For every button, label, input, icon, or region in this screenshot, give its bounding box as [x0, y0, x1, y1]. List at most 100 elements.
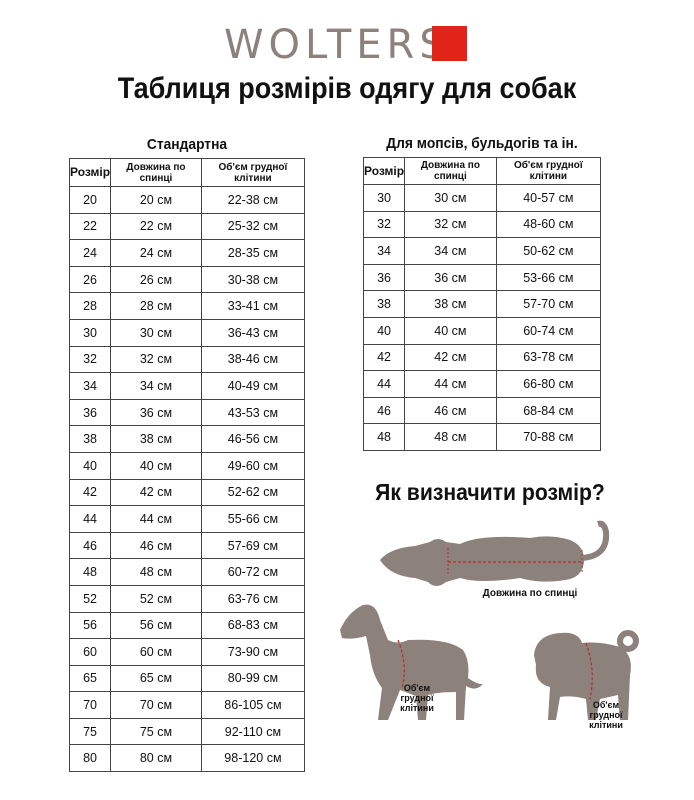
table-cell: 40-49 см	[200, 372, 306, 400]
table-row: 38 38 см 57-70 см	[362, 290, 602, 318]
table-cell: 34 см	[110, 372, 202, 400]
pug-chest-line	[585, 642, 593, 700]
table-cell: 56	[68, 611, 112, 640]
table-header-row: Розмір Довжина по спинці Об'єм грудної клі…	[68, 158, 306, 187]
table-cell: 48	[362, 423, 406, 451]
table-cell: 20 см	[110, 186, 202, 214]
table-cell: 70	[68, 691, 112, 719]
table-row: 26 26 см 30-38 см	[68, 265, 306, 294]
table-cell: 42	[68, 478, 112, 507]
table-cell: 36-43 см	[200, 318, 306, 347]
table-cell: 56 см	[110, 611, 202, 640]
table-cell: 25-32 см	[200, 212, 306, 241]
table-cell: 22	[68, 212, 112, 241]
table-cell: 75 см	[110, 717, 202, 746]
chest-line	[397, 639, 405, 689]
table-cell: 55-66 см	[200, 505, 306, 533]
table-cell: 38	[68, 425, 112, 453]
table-cell: 44 см	[110, 505, 202, 533]
table-cell: 46 см	[110, 531, 202, 560]
table-row: 48 48 см 70-88 см	[362, 423, 602, 451]
table-cell: 24	[68, 239, 112, 267]
column-header: Довжина по спинці	[404, 157, 497, 185]
table-cell: 60 см	[110, 638, 202, 666]
table-row: 40 40 см 49-60 см	[68, 451, 306, 480]
table-cell: 42 см	[404, 343, 497, 372]
table-cell: 28	[68, 292, 112, 320]
table-cell: 50-62 см	[495, 237, 602, 265]
table-cell: 48 см	[110, 558, 202, 586]
table-row: 56 56 см 68-83 см	[68, 611, 306, 640]
table-cell: 66-80 см	[495, 370, 602, 398]
standard-size-table: Розмір Довжина по спинці Об'єм грудної клі…	[68, 158, 306, 773]
table-cell: 40 см	[110, 451, 202, 480]
table-cell: 36 см	[110, 398, 202, 427]
table-row: 48 48 см 60-72 см	[68, 558, 306, 586]
table-row: 44 44 см 66-80 см	[362, 370, 602, 398]
table-row: 46 46 см 68-84 см	[362, 396, 602, 425]
column-header: Довжина по спинці	[110, 158, 202, 187]
table-cell: 30	[362, 184, 406, 212]
table-cell: 30 см	[404, 184, 497, 212]
table-cell: 52-62 см	[200, 478, 306, 507]
table-cell: 26	[68, 265, 112, 294]
table-cell: 43-53 см	[200, 398, 306, 427]
table-cell: 46-56 см	[200, 425, 306, 453]
table-cell: 68-84 см	[495, 396, 602, 425]
dog-side-illustration	[340, 604, 483, 720]
pug-silhouette	[534, 632, 631, 720]
table-cell: 42 см	[110, 478, 202, 507]
logo-square	[432, 26, 467, 61]
dog-side-silhouette	[340, 604, 483, 720]
table-cell: 34	[362, 237, 406, 265]
table-cell: 46	[68, 531, 112, 560]
table-cell: 48 см	[404, 423, 497, 451]
table-cell: 44	[362, 370, 406, 398]
table-cell: 33-41 см	[200, 292, 306, 320]
table-row: 40 40 см 60-74 см	[362, 316, 602, 345]
table-cell: 26 см	[110, 265, 202, 294]
table-cell: 65 см	[110, 664, 202, 693]
table-cell: 44 см	[404, 370, 497, 398]
table-cell: 40	[68, 451, 112, 480]
column-header: Об'єм грудної клітини	[200, 158, 306, 187]
table-cell: 38-46 см	[200, 345, 306, 374]
table-cell: 60	[68, 638, 112, 666]
table-row: 60 60 см 73-90 см	[68, 638, 306, 666]
table-cell: 38	[362, 290, 406, 318]
table-row: 34 34 см 40-49 см	[68, 372, 306, 400]
table-row: 42 42 см 52-62 см	[68, 478, 306, 507]
table-cell: 38 см	[404, 290, 497, 318]
brand-logo: WOLTERS	[224, 22, 450, 68]
table-cell: 46 см	[404, 396, 497, 425]
table-cell: 86-105 см	[200, 691, 306, 719]
table-cell: 44	[68, 505, 112, 533]
table-cell: 73-90 см	[200, 638, 306, 666]
table-row: 30 30 см 36-43 см	[68, 318, 306, 347]
table-cell: 48-60 см	[495, 210, 602, 239]
table-cell: 36	[68, 398, 112, 427]
table-cell: 28 см	[110, 292, 202, 320]
how-to-measure-title: Як визначити розмір?	[375, 479, 605, 505]
table-cell: 80	[68, 744, 112, 773]
table-cell: 36	[362, 263, 406, 292]
table-cell: 52 см	[110, 584, 202, 613]
page-title: Таблиця розмірів одягу для собак	[117, 72, 577, 105]
table-cell: 63-78 см	[495, 343, 602, 372]
table-row: 75 75 см 92-110 см	[68, 717, 306, 746]
dog-top-view-illustration	[380, 520, 610, 586]
table-cell: 60-74 см	[495, 316, 602, 345]
pugs-size-table: Розмір Довжина по спинці Об'єм грудної клі…	[362, 157, 602, 451]
table-row: 32 32 см 48-60 см	[362, 210, 602, 239]
table-cell: 30-38 см	[200, 265, 306, 294]
table-cell: 48	[68, 558, 112, 586]
pugs-caption: Для мопсів, бульдогів та ін.	[386, 135, 578, 152]
table-cell: 40 см	[404, 316, 497, 345]
column-header: Розмір	[362, 157, 406, 185]
table-row: 44 44 см 55-66 см	[68, 505, 306, 533]
table-row: 22 22 см 25-32 см	[68, 212, 306, 241]
back-length-label: Довжина по спинці	[482, 588, 578, 599]
table-cell: 52	[68, 584, 112, 613]
table-row: 28 28 см 33-41 см	[68, 292, 306, 320]
